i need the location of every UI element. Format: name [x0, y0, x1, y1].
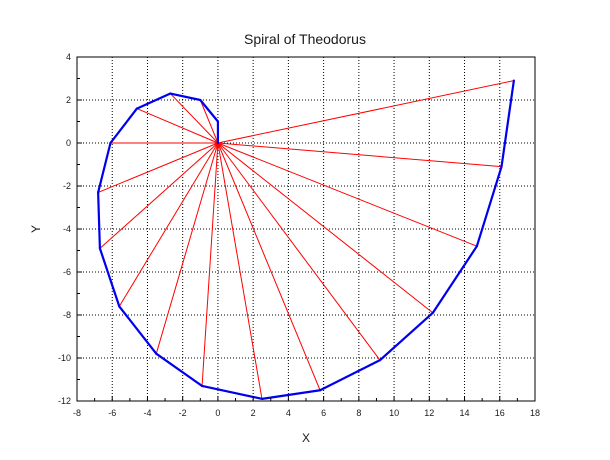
spiral-segment: [118, 305, 158, 355]
spoke-line: [217, 142, 502, 168]
y-tick-label: 0: [66, 138, 71, 148]
spokes-layer: [97, 80, 514, 399]
spoke-line: [217, 142, 321, 391]
x-tick-label: 6: [321, 408, 326, 418]
spiral-segment: [431, 245, 478, 314]
spoke-line: [97, 142, 219, 193]
spoke-line: [170, 93, 219, 144]
x-axis-label: X: [302, 431, 310, 445]
spiral-segment: [155, 352, 204, 388]
spoke-line: [217, 142, 263, 399]
spiral-segment: [169, 92, 202, 102]
y-tick-label: 4: [66, 52, 71, 62]
spoke-line: [201, 142, 219, 386]
x-tick-label: 14: [460, 408, 470, 418]
y-tick-label: -8: [63, 310, 71, 320]
spiral-segment: [135, 92, 172, 110]
y-axis-label: Y: [29, 225, 43, 233]
spiral-segment: [97, 141, 112, 194]
y-tick-label: -12: [58, 396, 71, 406]
x-tick-label: 16: [495, 408, 505, 418]
spiral-segment: [98, 247, 121, 308]
x-tick-label: 4: [286, 408, 291, 418]
x-tick-label: 12: [424, 408, 434, 418]
spiral-segment: [260, 389, 322, 400]
spiral-segment: [475, 165, 503, 248]
y-tick-label: -10: [58, 353, 71, 363]
spiral-segment: [97, 191, 102, 250]
ticks-layer: -8 -6 -4 -2 0 2 4 6 8 10 12 14 16 18 -12 -10 -8 -6 -4 -2 0 2 4: [58, 52, 540, 418]
x-tick-label: -8: [73, 408, 81, 418]
spiral-segment: [500, 79, 515, 168]
spoke-line: [118, 142, 219, 307]
x-tick-label: 0: [215, 408, 220, 418]
y-tick-label: -2: [63, 181, 71, 191]
spoke-line: [99, 142, 219, 249]
x-tick-label: -6: [108, 408, 116, 418]
spoke-line: [155, 142, 219, 354]
chart-title: Spiral of Theodorus: [244, 31, 366, 47]
spiral-segment: [318, 359, 382, 392]
x-tick-label: -2: [179, 408, 187, 418]
y-tick-label: -4: [63, 224, 71, 234]
y-tick-label: -6: [63, 267, 71, 277]
x-tick-label: -4: [143, 408, 151, 418]
spiral-segment: [378, 311, 434, 362]
spiral-segment: [109, 107, 138, 145]
spoke-line: [217, 80, 514, 144]
spoke-line: [136, 108, 219, 144]
x-tick-label: 2: [251, 408, 256, 418]
spiral-layer: [97, 79, 515, 400]
x-tick-label: 18: [530, 408, 540, 418]
x-tick-label: 10: [389, 408, 399, 418]
spoke-line: [217, 142, 434, 314]
y-tick-label: 2: [66, 95, 71, 105]
x-tick-label: 8: [356, 408, 361, 418]
spiral-segment: [200, 384, 264, 400]
spoke-line: [199, 99, 219, 144]
spoke-line: [217, 142, 381, 361]
spiral-segment: [199, 98, 220, 123]
spoke-line: [217, 142, 478, 247]
